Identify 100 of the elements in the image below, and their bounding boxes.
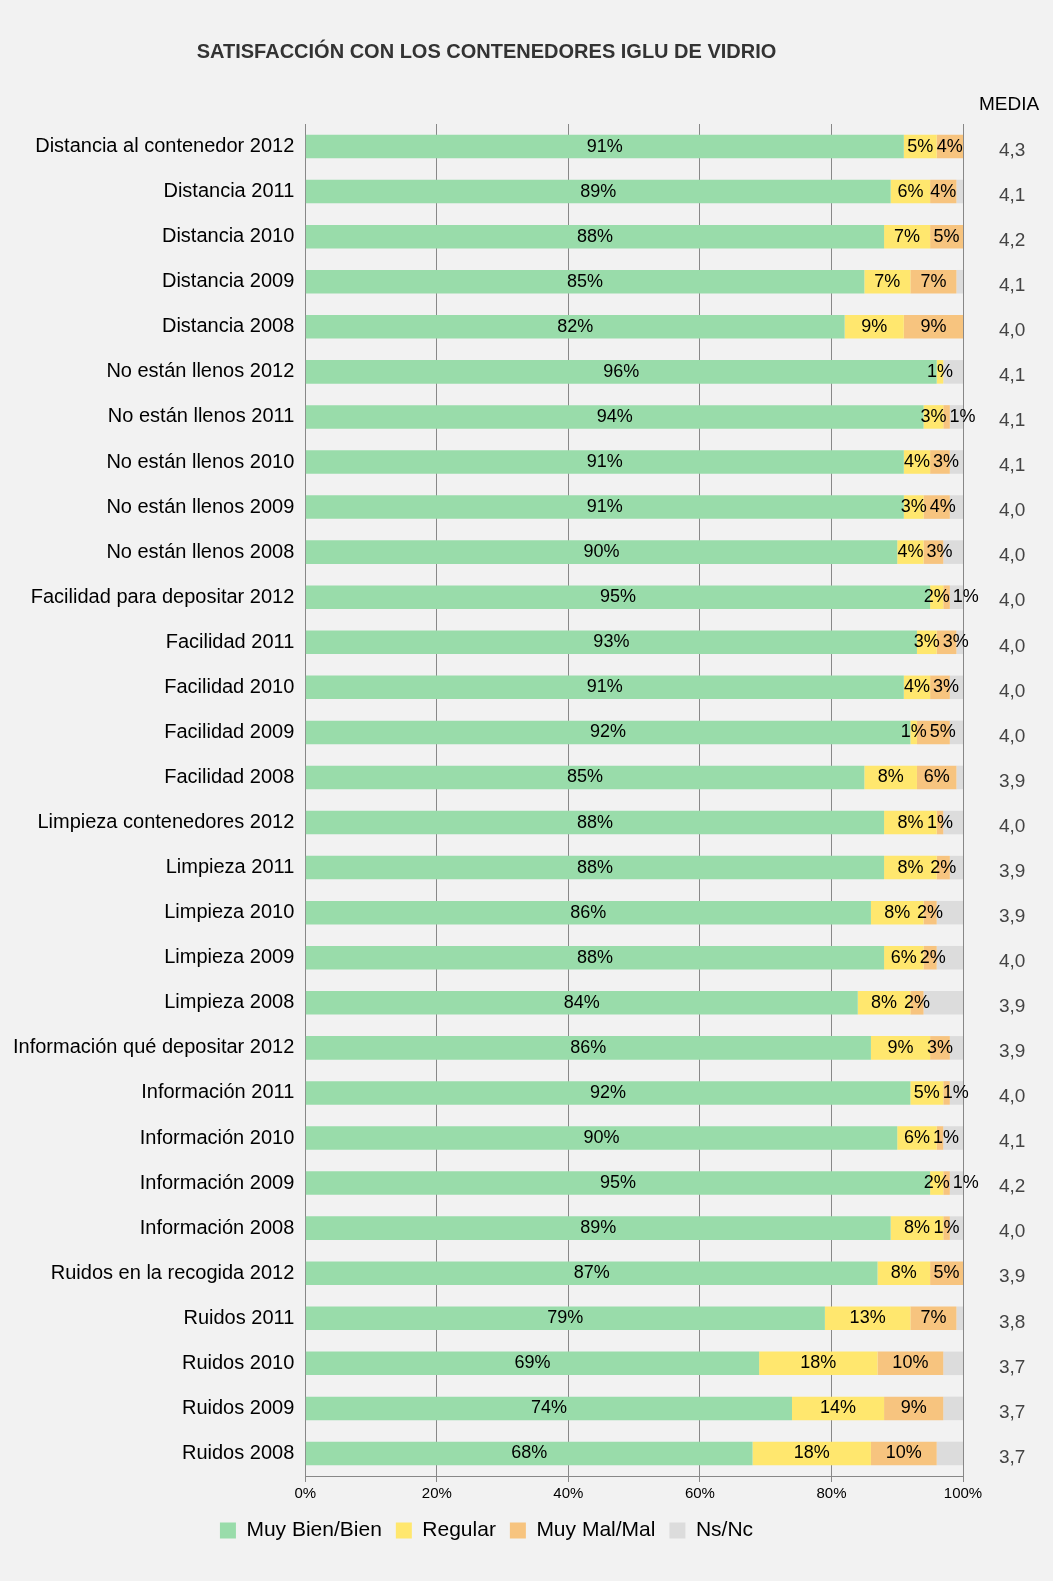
data-label: 10% bbox=[892, 1352, 929, 1373]
y-tick-label: Distancia 2011 bbox=[163, 179, 295, 202]
y-tick-label: Limpieza 2011 bbox=[165, 855, 295, 878]
data-label: 88% bbox=[576, 856, 613, 877]
data-label: 8% bbox=[897, 811, 924, 832]
data-label: 74% bbox=[530, 1397, 567, 1418]
text: 4,0 bbox=[999, 1085, 1026, 1107]
data-label: 5% bbox=[933, 1262, 960, 1283]
data-label: 8% bbox=[871, 991, 898, 1012]
bar bbox=[305, 1351, 760, 1376]
bar bbox=[956, 179, 963, 204]
text: 4,0 bbox=[999, 319, 1026, 341]
data-label: 95% bbox=[599, 586, 636, 607]
data-label: 6% bbox=[890, 946, 917, 967]
bar bbox=[943, 1396, 963, 1421]
bar bbox=[305, 134, 904, 159]
bar bbox=[305, 179, 891, 204]
text: 4,1 bbox=[999, 1130, 1026, 1152]
bar bbox=[956, 1306, 963, 1331]
bar bbox=[305, 1036, 871, 1060]
bar bbox=[305, 675, 904, 700]
data-label: 95% bbox=[599, 1172, 636, 1193]
x-tick-label: 60% bbox=[684, 1484, 715, 1502]
legend-label: Muy Mal/Mal bbox=[536, 1517, 656, 1541]
y-tick-label: Información 2011 bbox=[141, 1080, 295, 1103]
y-tick-label: Ruidos 2008 bbox=[181, 1440, 295, 1463]
data-label: 1% bbox=[926, 360, 953, 381]
data-label: 2% bbox=[917, 901, 944, 922]
data-label: 88% bbox=[576, 946, 613, 967]
data-label: 1% bbox=[942, 1081, 969, 1102]
y-tick-label: Distancia 2009 bbox=[161, 269, 295, 292]
bar bbox=[943, 1351, 963, 1376]
data-label: 2% bbox=[919, 946, 946, 967]
bar bbox=[305, 810, 885, 835]
data-label: 3% bbox=[926, 1036, 953, 1057]
data-label: 8% bbox=[897, 856, 924, 877]
data-label: 69% bbox=[514, 1352, 551, 1373]
y-tick-label: Información qué depositar 2012 bbox=[12, 1035, 295, 1058]
y-tick-label: Distancia al contenedor 2012 bbox=[35, 134, 295, 157]
text: 3,9 bbox=[999, 995, 1026, 1017]
data-label: 9% bbox=[861, 315, 888, 336]
x-tick-label: 20% bbox=[421, 1484, 452, 1502]
bar bbox=[305, 1261, 878, 1285]
data-label: 89% bbox=[580, 1217, 617, 1238]
y-tick-label: Ruidos 2010 bbox=[181, 1350, 295, 1373]
data-label: 86% bbox=[570, 901, 607, 922]
data-label: 86% bbox=[570, 1036, 607, 1057]
data-label: 3% bbox=[932, 676, 959, 697]
y-tick-label: Ruidos 2011 bbox=[183, 1305, 295, 1328]
bar bbox=[305, 315, 845, 339]
data-label: 4% bbox=[903, 676, 930, 697]
data-label: 1% bbox=[949, 405, 976, 426]
y-tick-label: Información 2009 bbox=[139, 1170, 295, 1193]
data-label: 91% bbox=[586, 450, 623, 471]
bar bbox=[305, 1396, 792, 1421]
data-label: 5% bbox=[907, 135, 934, 156]
data-label: 2% bbox=[923, 586, 950, 607]
text: 4,2 bbox=[999, 228, 1026, 250]
y-tick-label: No están llenos 2009 bbox=[106, 494, 295, 517]
text: 3,7 bbox=[999, 1400, 1026, 1422]
bar bbox=[936, 1441, 963, 1466]
legend-label: Muy Bien/Bien bbox=[246, 1517, 382, 1541]
data-label: 18% bbox=[793, 1442, 830, 1463]
data-label: 5% bbox=[929, 721, 956, 742]
text: 4,0 bbox=[999, 814, 1026, 836]
text: 4,1 bbox=[999, 364, 1026, 386]
text: 3,9 bbox=[999, 769, 1026, 791]
data-label: 85% bbox=[567, 766, 604, 787]
text: 4,0 bbox=[999, 499, 1026, 521]
text: 3,9 bbox=[999, 1040, 1026, 1062]
bar bbox=[305, 540, 898, 564]
data-label: 4% bbox=[936, 135, 963, 156]
y-tick-label: Limpieza 2009 bbox=[164, 945, 295, 968]
legend-label: Ns/Nc bbox=[695, 1517, 754, 1541]
text: 4,1 bbox=[999, 183, 1026, 205]
data-label: 4% bbox=[929, 496, 956, 517]
chart-title: SATISFACCIÓN CON LOS CONTENEDORES IGLU DE VIDRIO bbox=[196, 38, 777, 62]
data-label: 8% bbox=[877, 766, 904, 787]
data-label: 3% bbox=[920, 405, 947, 426]
bar bbox=[305, 1441, 753, 1466]
y-tick-label: Información 2008 bbox=[139, 1215, 295, 1238]
bar bbox=[956, 765, 963, 790]
text: 4,0 bbox=[999, 589, 1026, 611]
data-label: 1% bbox=[933, 1217, 960, 1238]
data-label: 3% bbox=[926, 541, 953, 562]
data-label: 10% bbox=[885, 1442, 922, 1463]
text: 4,1 bbox=[999, 409, 1026, 431]
data-label: 91% bbox=[586, 135, 623, 156]
bar bbox=[305, 855, 885, 880]
y-tick-label: No están llenos 2012 bbox=[106, 359, 295, 382]
data-label: 87% bbox=[573, 1262, 610, 1283]
data-label: 92% bbox=[590, 721, 627, 742]
data-label: 7% bbox=[874, 270, 901, 291]
text: 4,0 bbox=[999, 1220, 1026, 1242]
data-label: 1% bbox=[952, 1172, 979, 1193]
bar bbox=[956, 269, 963, 294]
y-tick-label: No están llenos 2010 bbox=[106, 449, 295, 472]
data-label: 91% bbox=[586, 496, 623, 517]
data-label: 79% bbox=[547, 1307, 584, 1328]
data-label: 84% bbox=[563, 991, 600, 1012]
